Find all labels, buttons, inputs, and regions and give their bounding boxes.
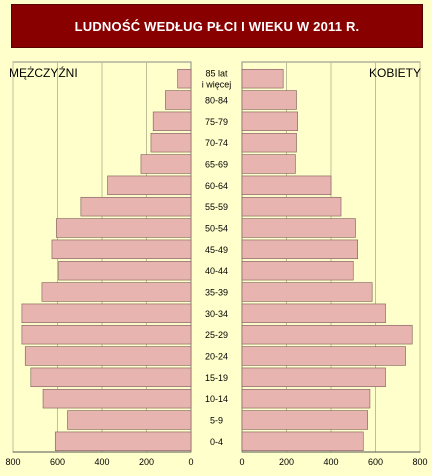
age-group-labels: 0-4 5-9 10-14 15-19 20-24 25-29 30-34 35-39 40-4… (202, 69, 232, 447)
bar-men (41, 282, 192, 302)
bar-men (177, 68, 192, 89)
bar-men (67, 410, 192, 430)
bar-men (152, 111, 192, 132)
bar-women (241, 218, 356, 238)
x-tick-label-right: 600 (368, 457, 383, 467)
x-tick-label-right: 800 (412, 457, 427, 467)
bar-women (241, 175, 332, 196)
bar-women (241, 154, 296, 174)
age-group-label: 10-14 (205, 394, 228, 404)
bar-women (241, 324, 413, 345)
age-group-label: 15-19 (205, 373, 228, 383)
bar-women (241, 196, 342, 217)
series-label-men: MĘŻCZYŹNI (9, 65, 78, 80)
bar-men (51, 239, 192, 260)
age-group-label: 50-54 (205, 224, 228, 234)
age-group-label: 70-74 (205, 138, 228, 148)
bar-men (150, 132, 192, 153)
bar-women (241, 260, 354, 281)
chart-title-banner: LUDNOŚĆ WEDŁUG PŁCI I WIEKU W 2011 R. (11, 4, 423, 48)
bar-women (241, 90, 297, 110)
bar-men (58, 260, 192, 281)
bar-women (241, 132, 297, 153)
bars (21, 68, 413, 452)
x-tick-label-left: 800 (5, 457, 20, 467)
x-tick-label-left: 600 (50, 457, 65, 467)
chart-title: LUDNOŚĆ WEDŁUG PŁCI I WIEKU W 2011 R. (74, 18, 360, 34)
bar-men (56, 218, 192, 238)
age-group-label: 85 lat i więcej (202, 69, 232, 90)
bar-men (140, 154, 192, 174)
age-group-label: 80-84 (205, 96, 228, 106)
age-group-label: 40-44 (205, 266, 228, 276)
age-group-label: 55-59 (205, 202, 228, 212)
x-tick-label-right: 400 (323, 457, 338, 467)
x-tick-labels: 0 0 200 200 400 400 600 600 800 800 (5, 457, 427, 467)
age-group-label: 25-29 (205, 330, 228, 340)
x-tick-label-left: 200 (139, 457, 154, 467)
bar-men (107, 175, 192, 196)
bar-women (241, 388, 371, 409)
age-group-label: 30-34 (205, 309, 228, 319)
age-group-label: 5-9 (210, 416, 223, 426)
age-group-label: 20-24 (205, 352, 228, 362)
age-group-label: 0-4 (210, 437, 223, 447)
age-group-label: 65-69 (205, 160, 228, 170)
age-group-label: 35-39 (205, 288, 228, 298)
bar-women (241, 111, 298, 132)
x-tick-label-left: 0 (188, 457, 193, 467)
bar-women (241, 431, 364, 452)
bar-women (241, 282, 373, 302)
bar-men (21, 303, 192, 324)
bar-men (42, 388, 192, 409)
bar-women (241, 303, 386, 324)
bar-women (241, 346, 406, 366)
bar-men (54, 431, 192, 452)
bar-men (80, 196, 192, 217)
bar-women (241, 239, 358, 260)
bar-women (241, 68, 284, 89)
age-group-label: 45-49 (205, 245, 228, 255)
x-tick-label-right: 200 (279, 457, 294, 467)
bar-women (241, 367, 386, 388)
age-group-label: 75-79 (205, 117, 228, 127)
series-label-women: KOBIETY (369, 66, 421, 80)
bar-men (21, 324, 192, 345)
x-tick-label-left: 400 (94, 457, 109, 467)
x-tick-label-right: 0 (239, 457, 244, 467)
bar-men (30, 367, 192, 388)
bar-men (24, 346, 192, 366)
bar-women (241, 410, 369, 430)
bar-men (165, 90, 192, 110)
age-group-label: 60-64 (205, 181, 228, 191)
